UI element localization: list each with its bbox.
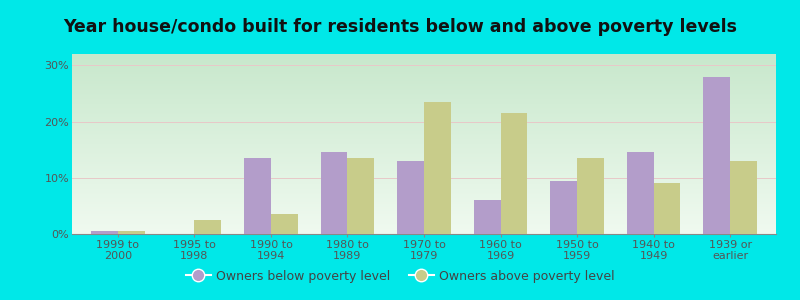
Bar	[91, 231, 118, 234]
Bar	[321, 152, 347, 234]
Bar	[654, 183, 680, 234]
Bar	[398, 161, 424, 234]
Bar	[474, 200, 501, 234]
Bar	[577, 158, 604, 234]
Text: Year house/condo built for residents below and above poverty levels: Year house/condo built for residents bel…	[63, 18, 737, 36]
Bar	[118, 231, 145, 234]
Bar	[626, 152, 654, 234]
Legend: Owners below poverty level, Owners above poverty level: Owners below poverty level, Owners above…	[181, 265, 619, 288]
Bar	[501, 113, 527, 234]
Bar	[271, 214, 298, 234]
Bar	[194, 220, 222, 234]
Bar	[703, 76, 730, 234]
Bar	[424, 102, 450, 234]
Bar	[550, 181, 577, 234]
Bar	[730, 161, 757, 234]
Bar	[347, 158, 374, 234]
Bar	[244, 158, 271, 234]
